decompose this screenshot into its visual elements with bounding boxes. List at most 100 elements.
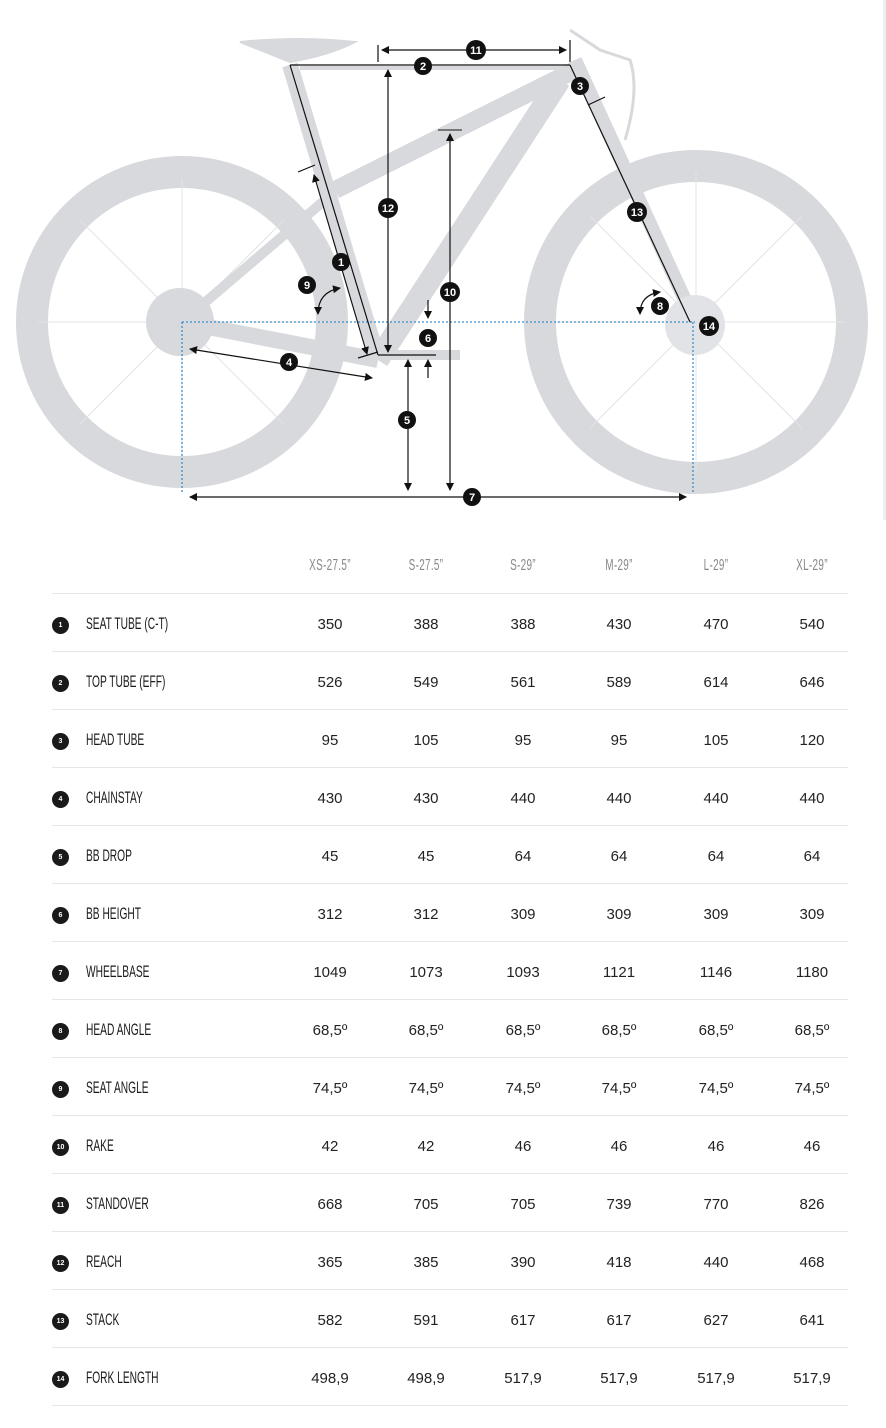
marker-9: 9 [298, 276, 316, 294]
table-cell: 105 [703, 732, 729, 749]
table-cell: 440 [703, 790, 729, 807]
geometry-table: XS-27.5” S-27.5” S-29” M-29” L-29” XL-29” 1 SE… [52, 540, 848, 1406]
table-cell: 388 [510, 616, 536, 633]
table-row: 1 SEAT TUBE (C-T) 350 388 388 430 470 540 [52, 594, 848, 652]
table-cell: 440 [703, 1254, 729, 1271]
table-cell: 68,5º [312, 1022, 348, 1039]
table-cell: 540 [799, 616, 825, 633]
table-cell: 627 [703, 1312, 729, 1329]
table-cell: 105 [413, 732, 439, 749]
table-cell: 617 [606, 1312, 632, 1329]
table-cell: 430 [606, 616, 632, 633]
table-cell: 549 [413, 674, 439, 691]
table-row: 7 WHEELBASE 1049 1073 1093 1121 1146 1180 [52, 942, 848, 1000]
table-cell: 46 [514, 1138, 532, 1155]
row-number-badge: 7 [52, 965, 69, 982]
table-cell: 68,5º [408, 1022, 444, 1039]
table-cell: 64 [610, 848, 628, 865]
table-cell: 390 [510, 1254, 536, 1271]
row-label: STACK [86, 1310, 120, 1329]
svg-text:6: 6 [425, 333, 431, 345]
table-cell: 45 [321, 848, 339, 865]
table-cell: 312 [317, 906, 343, 923]
row-number-badge: 14 [52, 1371, 69, 1388]
marker-11: 11 [466, 40, 486, 60]
table-cell: 68,5º [794, 1022, 830, 1039]
bike-silhouette [16, 28, 868, 494]
marker-5: 5 [398, 411, 416, 429]
size-header: S-29” [510, 557, 536, 574]
table-cell: 468 [799, 1254, 825, 1271]
marker-12: 12 [378, 198, 398, 218]
table-cell: 64 [803, 848, 821, 865]
table-cell: 95 [321, 732, 339, 749]
row-label: RAKE [86, 1136, 114, 1155]
table-cell: 74,5º [794, 1080, 830, 1097]
table-cell: 74,5º [312, 1080, 348, 1097]
table-cell: 526 [317, 674, 343, 691]
row-number-badge: 5 [52, 849, 69, 866]
row-label: SEAT TUBE (C-T) [86, 614, 169, 633]
table-cell: 517,9 [793, 1370, 831, 1387]
svg-text:9: 9 [304, 280, 310, 292]
table-row: 12 REACH 365 385 390 418 440 468 [52, 1232, 848, 1290]
size-header: XS-27.5” [309, 557, 351, 574]
table-cell: 617 [510, 1312, 536, 1329]
table-cell: 770 [703, 1196, 729, 1213]
marker-8: 8 [651, 297, 669, 315]
table-cell: 68,5º [698, 1022, 734, 1039]
marker-4: 4 [280, 353, 298, 371]
svg-text:11: 11 [470, 45, 482, 57]
row-label: HEAD ANGLE [86, 1020, 152, 1039]
guide-lines [181, 321, 695, 494]
marker-6: 6 [419, 329, 437, 347]
svg-text:1: 1 [338, 257, 344, 269]
table-row: 14 FORK LENGTH 498,9 498,9 517,9 517,9 517,9 51… [52, 1348, 848, 1406]
table-cell: 95 [514, 732, 532, 749]
table-cell: 498,9 [407, 1370, 445, 1387]
row-label: FORK LENGTH [86, 1368, 159, 1387]
table-cell: 309 [510, 906, 536, 923]
row-number-badge: 3 [52, 733, 69, 750]
table-row: 8 HEAD ANGLE 68,5º 68,5º 68,5º 68,5º 68,5º 68,5… [52, 1000, 848, 1058]
bike-geometry-diagram: 1 2 3 4 5 6 7 8 9 10 11 12 13 14 [16, 28, 868, 506]
table-cell: 641 [799, 1312, 825, 1329]
table-row: 2 TOP TUBE (EFF) 526 549 561 589 614 646 [52, 652, 848, 710]
marker-2: 2 [414, 57, 432, 75]
table-cell: 42 [321, 1138, 339, 1155]
size-header-row: XS-27.5” S-27.5” S-29” M-29” L-29” XL-29” [52, 540, 848, 594]
svg-text:3: 3 [577, 81, 583, 93]
table-cell: 385 [413, 1254, 439, 1271]
table-cell: 312 [413, 906, 439, 923]
svg-text:5: 5 [404, 415, 410, 427]
table-cell: 1180 [795, 964, 829, 981]
table-cell: 74,5º [505, 1080, 541, 1097]
svg-text:4: 4 [286, 357, 293, 369]
table-cell: 705 [510, 1196, 536, 1213]
svg-text:12: 12 [382, 203, 394, 215]
table-cell: 498,9 [311, 1370, 349, 1387]
row-number-badge: 2 [52, 675, 69, 692]
table-row: 3 HEAD TUBE 95 105 95 95 105 120 [52, 710, 848, 768]
size-header: XL-29” [796, 557, 828, 574]
size-header: M-29” [605, 557, 633, 574]
row-number-badge: 13 [52, 1313, 69, 1330]
table-cell: 517,9 [697, 1370, 735, 1387]
table-cell: 582 [317, 1312, 343, 1329]
table-cell: 95 [610, 732, 628, 749]
table-cell: 430 [413, 790, 439, 807]
row-number-badge: 12 [52, 1255, 69, 1272]
table-cell: 1121 [602, 964, 636, 981]
row-label: SEAT ANGLE [86, 1078, 149, 1097]
marker-13: 13 [627, 202, 647, 222]
table-cell: 1093 [506, 964, 540, 981]
table-cell: 74,5º [601, 1080, 637, 1097]
table-row: 10 RAKE 42 42 46 46 46 46 [52, 1116, 848, 1174]
row-label: STANDOVER [86, 1194, 149, 1213]
table-cell: 430 [317, 790, 343, 807]
table-cell: 74,5º [408, 1080, 444, 1097]
table-cell: 440 [510, 790, 536, 807]
svg-text:14: 14 [703, 321, 716, 333]
table-cell: 517,9 [600, 1370, 638, 1387]
row-label: TOP TUBE (EFF) [86, 672, 166, 691]
